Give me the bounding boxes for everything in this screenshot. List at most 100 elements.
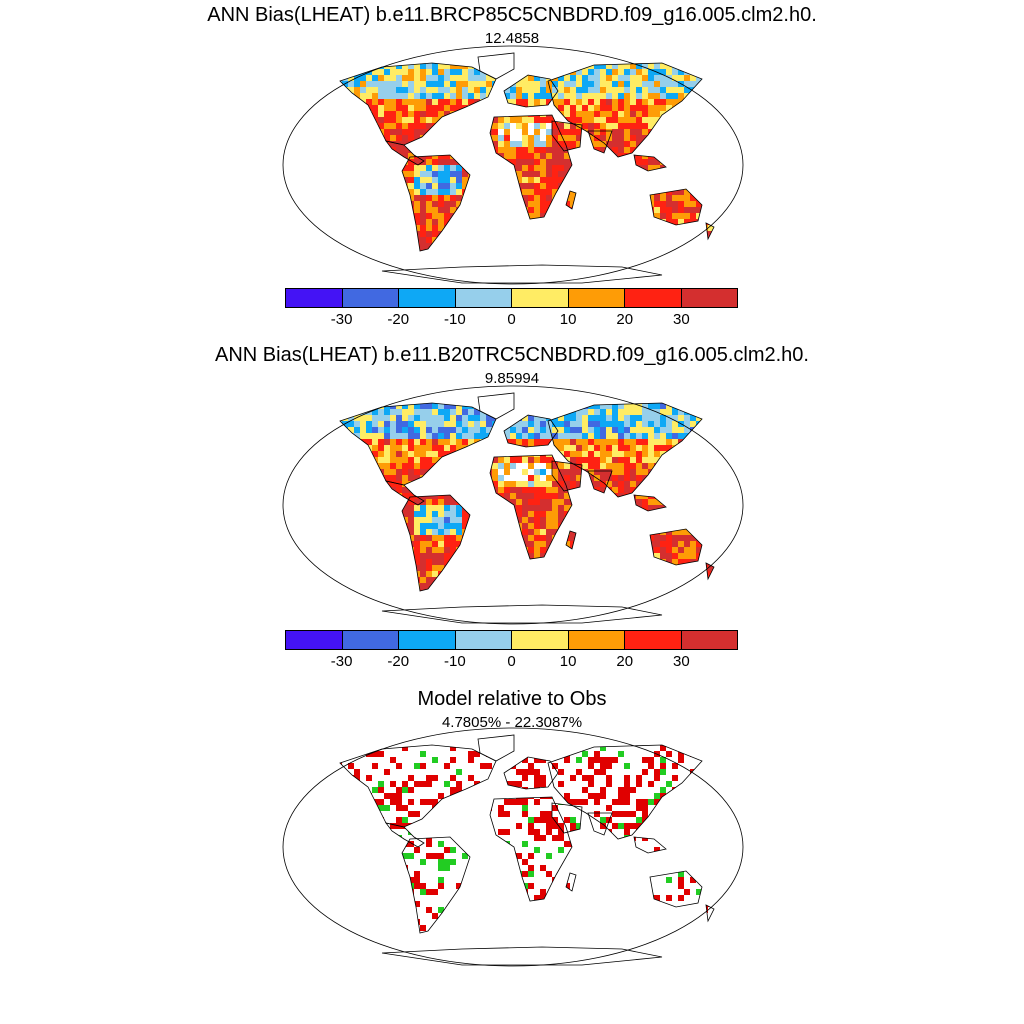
grid-cell [294,153,300,159]
grid-cell [666,141,672,147]
grid-cell [708,141,714,147]
grid-cell [642,505,648,511]
grid-cell [426,451,432,457]
grid-cell [534,397,540,403]
grid-cell [738,451,744,457]
grid-cell [498,195,504,201]
grid-cell [690,183,696,189]
grid-cell [696,147,702,153]
grid-cell [510,123,516,129]
grid-cell [618,409,624,415]
grid-cell [552,213,558,219]
grid-cell [702,63,708,69]
grid-cell [690,255,696,261]
grid-cell [366,273,372,279]
grid-cell [372,415,378,421]
grid-cell [630,463,636,469]
grid-cell [456,237,462,243]
grid-cell [340,499,342,505]
grid-cell [576,255,582,261]
grid-cell [618,385,624,391]
grid-cell [444,273,450,279]
grid-cell [306,201,312,207]
grid-cell [582,171,588,177]
grid-cell [384,451,390,457]
colorbar-swatch [625,289,682,307]
grid-cell [528,481,534,487]
grid-cell [288,177,294,183]
grid-cell [672,523,678,529]
grid-cell [340,505,342,511]
grid-cell [588,487,594,493]
grid-cell [480,243,486,249]
grid-cell [444,117,450,123]
grid-cell [552,141,558,147]
grid-cell [342,397,348,403]
grid-cell [624,523,630,529]
grid-cell [672,69,678,75]
grid-cell [714,487,720,493]
grid-cell [654,225,660,231]
grid-cell [432,427,438,433]
grid-cell [558,415,564,421]
grid-cell [576,523,582,529]
grid-cell [660,427,666,433]
grid-cell [738,249,744,255]
grid-cell [702,129,708,135]
grid-cell [564,213,570,219]
grid-cell [720,439,726,445]
grid-cell [528,493,534,499]
grid-cell [318,207,324,213]
grid-cell [384,177,390,183]
grid-cell [714,433,720,439]
grid-cell [384,409,390,415]
grid-cell [516,505,522,511]
grid-cell [282,475,288,481]
grid-cell [660,51,666,57]
grid-cell [450,69,456,75]
grid-cell [558,75,564,81]
grid-cell [696,403,702,409]
grid-cell [336,385,342,391]
grid-cell [384,93,390,99]
grid-cell [432,129,438,135]
grid-cell [420,183,426,189]
grid-cell [426,225,432,231]
grid-cell [486,249,492,251]
grid-cell [582,385,588,391]
grid-cell [498,469,504,475]
grid-cell [324,457,330,463]
grid-cell [456,99,462,105]
grid-cell [582,201,588,207]
grid-cell [702,481,708,487]
grid-cell [324,81,330,87]
grid-cell [708,249,714,251]
grid-cell [696,129,702,135]
grid-cell [552,93,558,99]
grid-cell [702,51,708,57]
grid-cell [462,111,468,117]
grid-cell [396,75,402,81]
grid-cell [684,213,690,219]
grid-cell [342,487,348,493]
grid-cell [432,195,438,201]
grid-cell [678,279,684,285]
grid-cell [324,153,330,159]
grid-cell [690,391,696,397]
grid-cell [426,111,432,117]
grid-cell [420,385,426,391]
grid-cell [588,415,594,421]
grid-cell [432,415,438,421]
grid-cell [606,105,612,111]
grid-cell [456,195,462,201]
grid-cell [504,523,510,529]
grid-cell [426,409,432,415]
grid-cell [330,457,336,463]
grid-cell [456,439,462,445]
grid-cell [432,75,438,81]
grid-cell [444,177,450,183]
grid-cell [300,153,306,159]
grid-cell [324,385,330,391]
grid-cell [684,493,690,499]
grid-cell [540,45,546,51]
